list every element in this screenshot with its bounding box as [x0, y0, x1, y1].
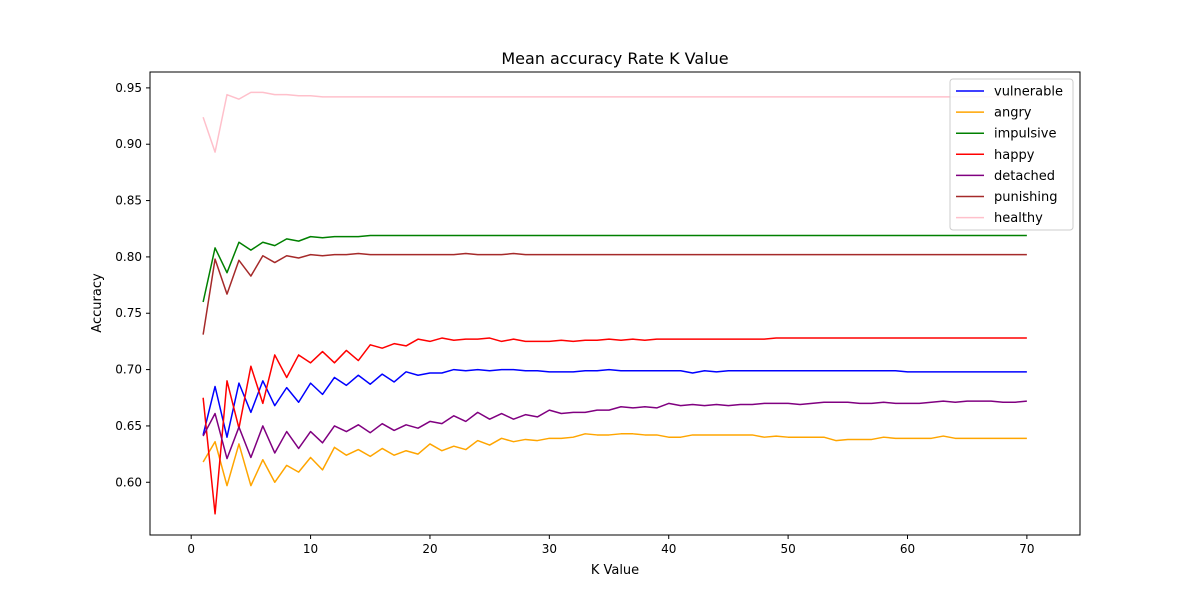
x-tick-label: 10	[303, 542, 318, 556]
series-lines	[202, 91, 1027, 515]
x-tick-label: 20	[422, 542, 437, 556]
y-tick-label: 0.85	[115, 194, 142, 208]
series-line-happy	[202, 337, 1027, 515]
legend-label-punishing: punishing	[994, 190, 1057, 205]
x-tick-label: 30	[542, 542, 557, 556]
y-tick-label: 0.70	[115, 363, 142, 377]
legend-box	[949, 78, 1074, 231]
y-tick-label: 0.65	[115, 419, 142, 433]
y-tick-label: 0.60	[115, 475, 142, 489]
x-axis-label: K Value	[591, 563, 639, 578]
x-tick-label: 60	[900, 542, 915, 556]
series-line-angry	[202, 433, 1027, 487]
legend-label-happy: happy	[994, 148, 1035, 163]
y-axis-label: Accuracy	[90, 273, 105, 333]
series-line-detached	[202, 400, 1027, 460]
x-tick-label: 40	[661, 542, 676, 556]
legend-label-vulnerable: vulnerable	[994, 85, 1063, 100]
legend-label-impulsive: impulsive	[994, 127, 1056, 142]
legend-label-healthy: healthy	[994, 211, 1043, 226]
series-line-impulsive	[202, 234, 1027, 303]
chart-title: Mean accuracy Rate K Value	[501, 49, 728, 68]
y-tick-label: 0.75	[115, 306, 142, 320]
legend: vulnerable angry impulsive happy detached pun…	[949, 78, 1074, 231]
x-tick-label: 50	[780, 542, 795, 556]
x-axis-ticks: 0 10 20 30 40 50 60 70	[187, 535, 1035, 556]
x-tick-label: 0	[187, 542, 195, 556]
legend-label-detached: detached	[994, 169, 1055, 184]
y-tick-label: 0.90	[115, 137, 142, 151]
series-line-punishing	[202, 252, 1027, 335]
y-tick-label: 0.95	[115, 81, 142, 95]
legend-label-angry: angry	[994, 106, 1032, 121]
y-axis-ticks: 0.60 0.65 0.70 0.75 0.80 0.85 0.90 0.95	[115, 81, 150, 489]
y-tick-label: 0.80	[115, 250, 142, 264]
series-line-vulnerable	[202, 368, 1027, 438]
series-line-healthy	[202, 91, 1027, 153]
plot-frame	[149, 71, 1081, 536]
x-tick-label: 70	[1019, 542, 1034, 556]
